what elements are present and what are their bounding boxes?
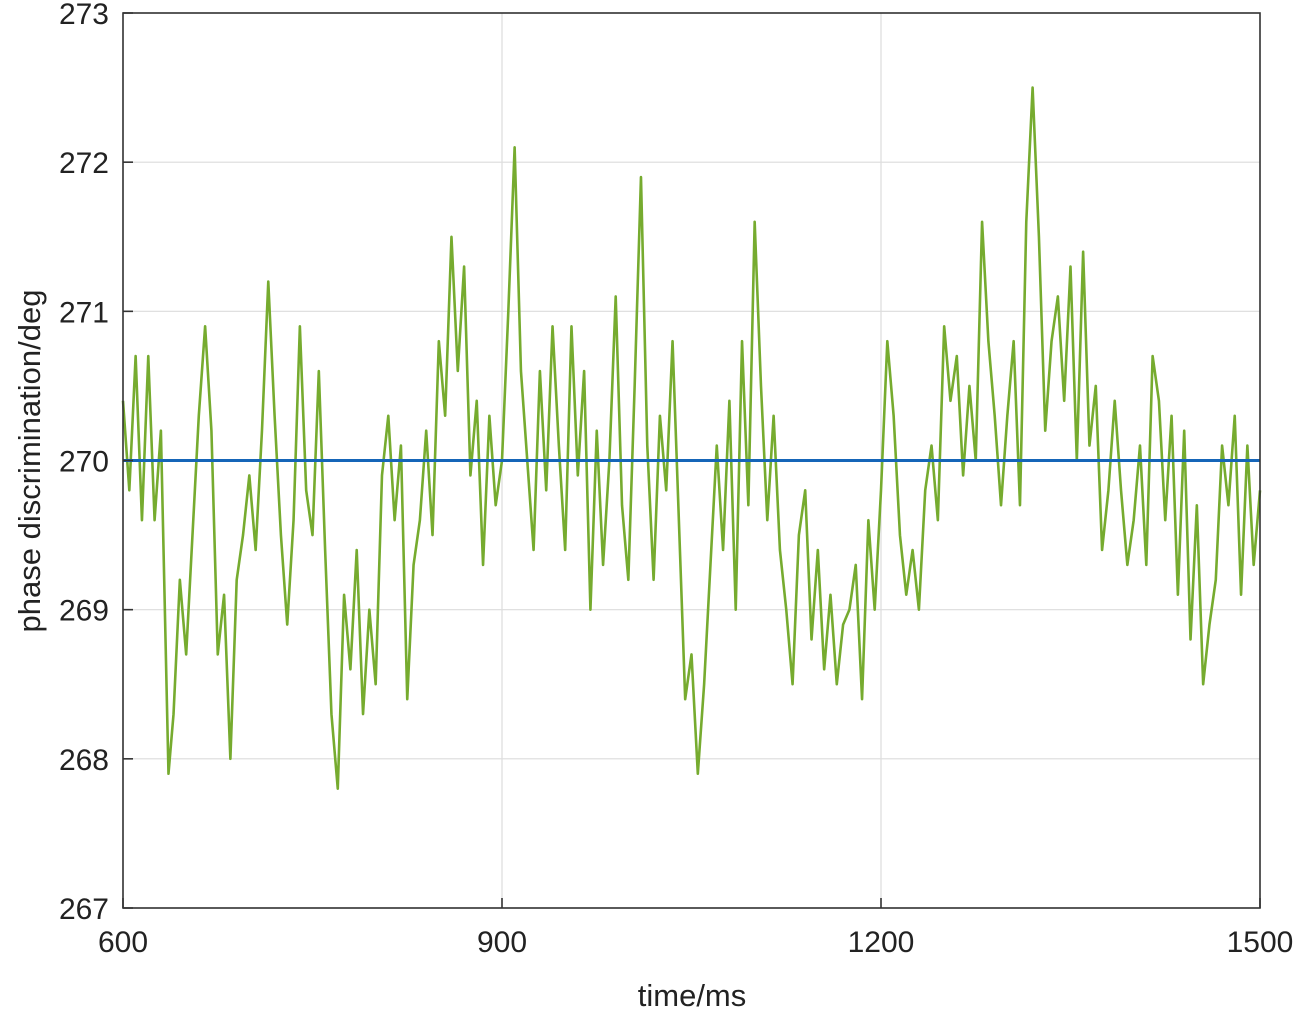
x-tick-label: 600 xyxy=(98,926,148,959)
axes xyxy=(122,12,1261,909)
y-tick-label: 267 xyxy=(59,893,109,926)
y-tick-label: 271 xyxy=(59,296,109,329)
measured-signal-line xyxy=(121,86,1262,790)
y-tick-label: 273 xyxy=(59,0,109,31)
series-lines xyxy=(121,86,1262,790)
y-tick-label: 272 xyxy=(59,147,109,180)
x-axis-title: time/ms xyxy=(638,978,747,1013)
y-tick-label: 269 xyxy=(59,595,109,628)
y-tick-label: 270 xyxy=(59,446,109,479)
y-tick-label: 268 xyxy=(59,744,109,777)
y-axis-title: phase discrimination/deg xyxy=(12,290,47,633)
tick-labels: 600 900 1200 1500 267 268 269 270 271 272 273 xyxy=(59,0,1293,959)
x-tick-label: 1200 xyxy=(848,926,915,959)
x-tick-label: 900 xyxy=(477,926,527,959)
x-tick-label: 1500 xyxy=(1227,926,1294,959)
